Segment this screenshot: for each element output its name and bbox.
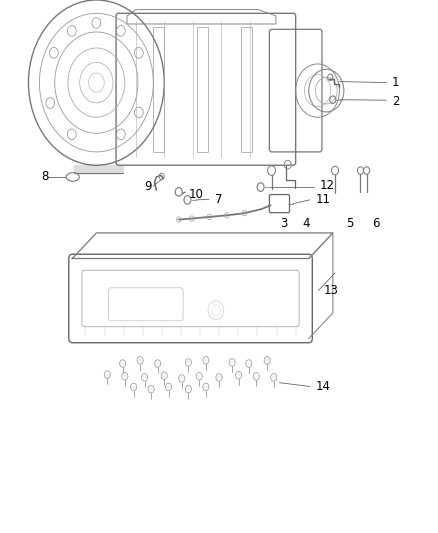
Text: 13: 13 xyxy=(324,284,339,297)
Bar xyxy=(241,27,252,152)
Text: 14: 14 xyxy=(315,380,330,393)
Text: 11: 11 xyxy=(315,193,330,206)
Text: 9: 9 xyxy=(145,180,152,193)
Text: 12: 12 xyxy=(320,179,335,192)
Text: 7: 7 xyxy=(215,193,222,206)
Text: 1: 1 xyxy=(392,76,399,89)
Text: 3: 3 xyxy=(280,217,288,230)
Text: 8: 8 xyxy=(42,171,49,183)
Text: 2: 2 xyxy=(392,95,399,108)
Text: 5: 5 xyxy=(346,217,353,230)
Polygon shape xyxy=(74,165,123,173)
Text: 10: 10 xyxy=(188,188,203,201)
Text: 6: 6 xyxy=(372,217,380,230)
Bar xyxy=(153,27,164,152)
Bar xyxy=(197,27,208,152)
Text: 4: 4 xyxy=(302,217,310,230)
